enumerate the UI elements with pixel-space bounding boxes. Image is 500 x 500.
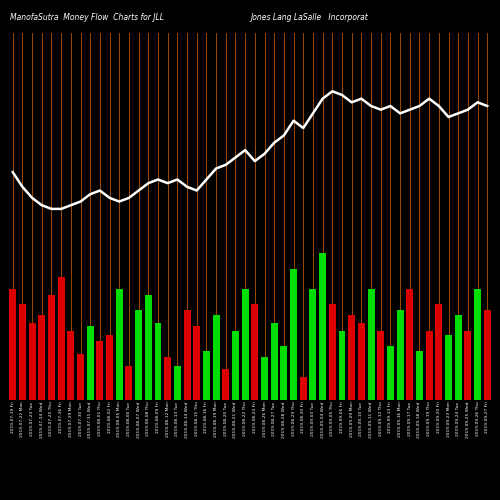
Bar [68, 330, 74, 400]
Text: Jones Lang LaSalle   Incorporat: Jones Lang LaSalle Incorporat [250, 12, 368, 22]
Bar [387, 346, 394, 400]
Bar [474, 289, 481, 400]
Bar [396, 310, 404, 400]
Bar [212, 315, 220, 400]
Bar [154, 323, 162, 400]
Bar [368, 289, 374, 400]
Bar [38, 315, 46, 400]
Bar [19, 304, 26, 400]
Bar [300, 377, 306, 400]
Bar [10, 289, 16, 400]
Bar [454, 315, 462, 400]
Bar [86, 326, 94, 400]
Bar [270, 323, 278, 400]
Bar [436, 304, 442, 400]
Bar [135, 310, 142, 400]
Bar [48, 295, 55, 400]
Bar [358, 323, 365, 400]
Bar [28, 323, 35, 400]
Bar [184, 310, 190, 400]
Bar [126, 366, 132, 400]
Bar [96, 342, 103, 400]
Bar [426, 330, 432, 400]
Text: ManofaSutra  Money Flow  Charts for JLL: ManofaSutra Money Flow Charts for JLL [10, 12, 164, 22]
Bar [310, 289, 316, 400]
Bar [319, 254, 326, 400]
Bar [290, 269, 297, 400]
Bar [406, 289, 414, 400]
Bar [329, 304, 336, 400]
Bar [58, 276, 64, 400]
Bar [261, 357, 268, 400]
Bar [338, 330, 345, 400]
Bar [174, 366, 181, 400]
Bar [416, 350, 423, 400]
Bar [222, 369, 230, 400]
Bar [77, 354, 84, 400]
Bar [445, 335, 452, 400]
Bar [242, 289, 248, 400]
Bar [280, 346, 287, 400]
Bar [348, 315, 355, 400]
Bar [484, 310, 490, 400]
Bar [377, 330, 384, 400]
Bar [464, 330, 471, 400]
Bar [116, 289, 123, 400]
Bar [194, 326, 200, 400]
Bar [106, 335, 113, 400]
Bar [252, 304, 258, 400]
Bar [145, 295, 152, 400]
Bar [203, 350, 210, 400]
Bar [164, 357, 171, 400]
Bar [232, 330, 239, 400]
